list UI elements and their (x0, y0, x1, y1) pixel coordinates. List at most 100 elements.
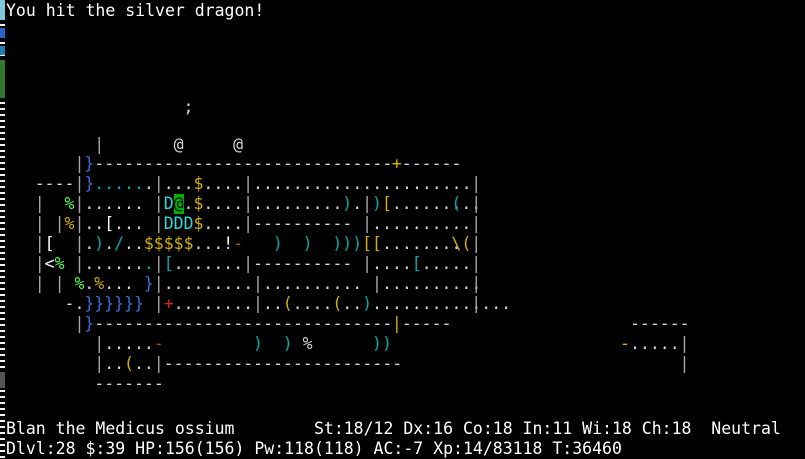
map-glyph-run: [ (163, 254, 174, 273)
map-glyph-run: | (153, 274, 164, 293)
map-glyph-run: )) (372, 334, 392, 353)
map-glyph-run: [ (411, 254, 422, 273)
map-glyph-run: ( (461, 234, 472, 253)
map-glyph-run: .......... (262, 274, 363, 293)
map-glyph-run: ..... (421, 254, 472, 273)
map-glyph-run: } (84, 174, 95, 193)
map-glyph-run: .. (461, 194, 482, 213)
map-glyph-run: ---------- (253, 214, 353, 233)
map-glyph-run: . (84, 274, 95, 293)
map-glyph-run: | (372, 274, 382, 293)
map-glyph-run: . (183, 194, 194, 213)
map-glyph-run: | (34, 274, 45, 293)
map-glyph-run: ...... (84, 254, 144, 273)
map-glyph-run: } (84, 154, 95, 173)
edge-marker-cyan (0, 0, 5, 20)
map-glyph-run: .... (292, 294, 333, 313)
edge-marker-gray (0, 372, 5, 388)
map-glyph-run: .. (133, 354, 154, 373)
map-glyph-run: | (34, 194, 45, 213)
map-glyph-run: ) (282, 334, 293, 353)
map-glyph-run: | (471, 194, 482, 213)
map-glyph-run: - (153, 334, 164, 353)
map-glyph-run: | (471, 254, 482, 273)
map-glyph-run: | (362, 254, 373, 273)
map-glyph-run: ...................... (253, 174, 472, 193)
map-glyph-run: D (163, 194, 174, 213)
map-glyph-run: | (153, 214, 164, 233)
map-glyph-run: ....... (173, 254, 244, 273)
map-glyph-run: . (143, 254, 154, 273)
map-glyph-run: ( (451, 194, 462, 213)
map-glyph-run: .... (203, 174, 244, 193)
map-glyph-run: @ (173, 135, 184, 154)
map-glyph-run: | (94, 135, 105, 154)
map-glyph-run: ( (124, 354, 134, 373)
status-line-vitals: Dlvl:28 $:39 HP:156(156) Pw:118(118) AC:… (6, 439, 622, 458)
map-glyph-run: | (74, 254, 85, 273)
map-glyph-run: . (84, 234, 95, 253)
map-glyph-run: < (44, 254, 55, 273)
map-glyph-run: $$$$$ (143, 234, 194, 253)
map-glyph-run: ..... (94, 174, 144, 193)
map-glyph-run: ........ (173, 294, 254, 313)
map-glyph-run: / (114, 234, 125, 253)
map-glyph-run: | (679, 354, 690, 373)
map-glyph-run: | (253, 294, 263, 313)
map-glyph-run: | (471, 294, 482, 313)
map-glyph-run: [ (104, 214, 115, 233)
map-glyph-run: | (471, 214, 482, 233)
map-glyph-run: [[ (362, 234, 382, 253)
map-glyph-run: | (74, 234, 85, 253)
map-glyph-run: .. (262, 294, 283, 313)
map-glyph-run: ... (104, 274, 134, 293)
map-glyph-run: $ (193, 174, 204, 193)
map-glyph-run: | (471, 234, 482, 253)
map-glyph-run: } (84, 314, 95, 333)
map-glyph-run: ....... (391, 194, 462, 213)
map-glyph-run: @ (173, 194, 184, 215)
map-glyph-run: | (94, 334, 105, 353)
map-glyph-run: ----- (401, 314, 452, 333)
map-glyph-run: | (153, 194, 164, 213)
map-glyph-run: @ (233, 135, 244, 154)
map-glyph-run: % (64, 194, 75, 213)
map-glyph-run: ... (114, 214, 144, 233)
map-glyph-run: | (243, 174, 254, 193)
map-glyph-run: ... (193, 234, 224, 253)
map-glyph-run: [ (381, 194, 392, 213)
map-glyph-run: | (54, 214, 65, 233)
map-glyph-run: ------ (629, 314, 690, 333)
edge-marker-green (0, 60, 5, 98)
map-glyph-run: .............. (372, 294, 512, 313)
map-glyph-run: | (471, 174, 482, 193)
map-glyph-run: $ (193, 194, 204, 213)
map-glyph-run: % (74, 274, 85, 293)
map-glyph-run: .... (203, 194, 244, 213)
map-glyph-run: | (391, 314, 402, 333)
map-glyph-run: ) (302, 234, 313, 253)
map-glyph-run: | (54, 274, 65, 293)
map-glyph-run: ) (272, 234, 283, 253)
map-glyph-run: DDD (163, 214, 194, 233)
map-glyph-run: | (253, 274, 263, 293)
map-glyph-run: .......... (372, 214, 472, 233)
map-glyph-run: | (679, 334, 690, 353)
map-glyph-run: ( (282, 294, 293, 313)
map-glyph-run: ...... (84, 194, 144, 213)
map-glyph-run: ... (163, 174, 194, 193)
status-line-attributes: Blan the Medicus ossium St:18/12 Dx:16 C… (6, 419, 781, 438)
left-edge-scrollbar[interactable] (0, 0, 5, 459)
map-glyph-run: ; (183, 97, 194, 116)
map-glyph-run: .. (104, 354, 125, 373)
message-line: You hit the silver dragon! (6, 1, 265, 20)
map-glyph-run: ......... (253, 194, 343, 213)
map-glyph-run: .. (342, 294, 363, 313)
map-glyph-run: .... (203, 214, 244, 233)
map-glyph-run: | (74, 194, 85, 213)
map-glyph-run: | (153, 254, 164, 273)
map-glyph-run: ---------- (253, 254, 353, 273)
map-glyph-run: }}}}}} (84, 294, 144, 313)
map-glyph-run: | (471, 274, 482, 293)
